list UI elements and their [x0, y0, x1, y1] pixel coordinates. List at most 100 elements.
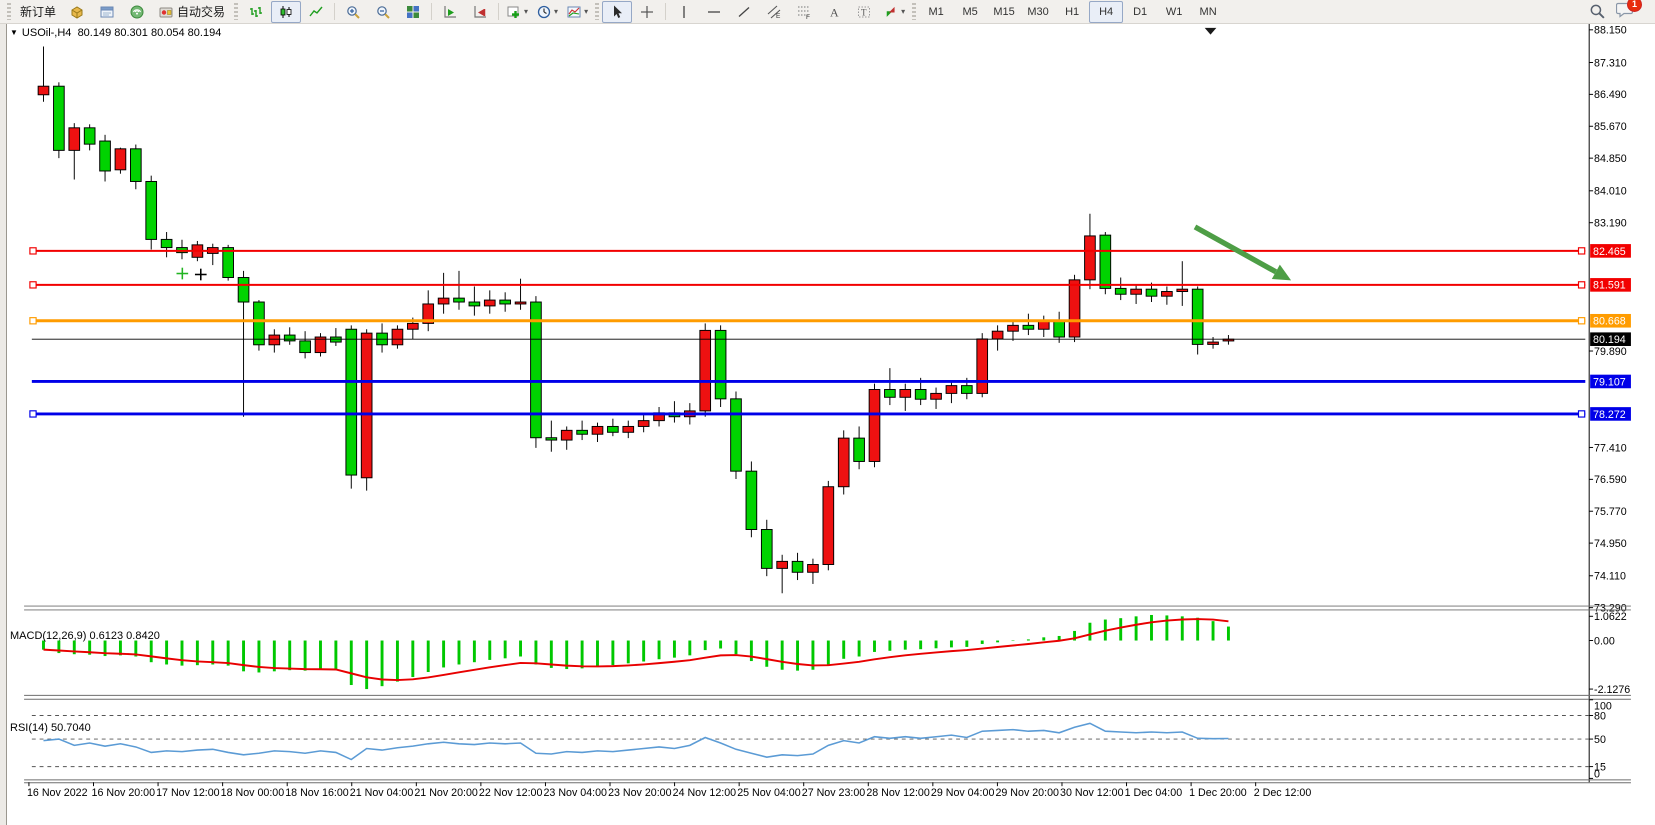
- candle: [1099, 234, 1112, 289]
- horizontal-line-79.107[interactable]: 79.107: [31, 374, 1631, 389]
- candle: [607, 425, 619, 433]
- trendline-button[interactable]: [729, 1, 759, 23]
- text-button[interactable]: A: [819, 1, 849, 23]
- horizontal-line-icon: [708, 10, 721, 13]
- candle: [37, 85, 50, 96]
- candle: [268, 334, 281, 346]
- candle: [253, 301, 265, 346]
- line-chart-button[interactable]: [301, 1, 331, 23]
- chevron-down-icon: ▾: [901, 7, 906, 16]
- macd-panel: 1.0622 0.00 -2.1276: [42, 611, 1630, 696]
- candle: [514, 301, 527, 305]
- candle: [299, 340, 311, 354]
- horizontal-line-80.668[interactable]: 80.668: [29, 313, 1631, 328]
- rsi-axis-label: 15: [1594, 761, 1606, 773]
- timeframe-button-m1[interactable]: M1: [928, 5, 944, 18]
- candle: [1053, 320, 1065, 338]
- arrows-button[interactable]: ▾: [879, 1, 909, 23]
- horizontal-line-78.272[interactable]: 78.272: [29, 407, 1631, 421]
- fibonacci-button[interactable]: F: [789, 1, 819, 23]
- candle: [776, 560, 788, 569]
- candle: [453, 297, 465, 303]
- line-drag-handle[interactable]: [1577, 247, 1586, 255]
- candlestick-button[interactable]: [271, 0, 302, 23]
- auto-scroll-button[interactable]: [435, 1, 465, 23]
- chart-shift-marker[interactable]: [1204, 27, 1217, 35]
- periods-button[interactable]: ▾: [532, 1, 562, 23]
- price-chart[interactable]: 82.46581.59180.66880.19479.10778.27288.1…: [0, 24, 1655, 825]
- toolbar-right: 1: [1589, 0, 1651, 23]
- autotrading-button[interactable]: 自动交易: [152, 1, 231, 23]
- horizontal-line-81.591[interactable]: 81.591: [29, 278, 1631, 292]
- timeframe-button-d1[interactable]: D1: [1133, 5, 1148, 18]
- search-icon[interactable]: [1589, 3, 1606, 20]
- horizontal-line-button[interactable]: [699, 1, 729, 23]
- candle: [222, 247, 234, 279]
- templates-button[interactable]: ▾: [562, 1, 592, 23]
- toolbar-grip[interactable]: [595, 3, 600, 20]
- toolbar-grip[interactable]: [7, 3, 11, 20]
- zoom-out-button[interactable]: [368, 1, 398, 23]
- time-axis[interactable]: 16 Nov 2022 16 Nov 20:00 17 Nov 12:00 18 No…: [27, 782, 1311, 799]
- time-axis-label: 23 Nov 20:00: [608, 787, 672, 799]
- crosshair-button[interactable]: [632, 1, 662, 23]
- candle: [714, 329, 727, 400]
- candle: [807, 564, 819, 573]
- price-line-label: 80.194: [1593, 334, 1626, 346]
- vertical-line-button[interactable]: [669, 1, 699, 23]
- trade-marker-cross[interactable]: [194, 268, 207, 281]
- new-order-button[interactable]: 新订单: [20, 5, 57, 19]
- cursor-button[interactable]: [602, 0, 633, 23]
- one-click-trading-toggle[interactable]: ▼: [10, 28, 18, 37]
- rsi-axis-label: 50: [1594, 734, 1606, 746]
- add-indicator-button[interactable]: ▾: [502, 1, 532, 23]
- toolbar-grip[interactable]: [912, 3, 917, 20]
- chart-window: 82.465 81.591 80.668 80.194 79.107 78.272 88.1…: [0, 24, 1655, 825]
- price-axis-label: 83.190: [1594, 218, 1627, 230]
- candle: [1068, 279, 1081, 338]
- time-axis-label: 21 Nov 20:00: [414, 787, 478, 799]
- annotation-arrow[interactable]: [1193, 224, 1292, 281]
- text-label-button[interactable]: T: [849, 1, 879, 23]
- timeframe-button-m30[interactable]: M30: [1027, 5, 1049, 18]
- terminal-window-button[interactable]: [92, 1, 122, 23]
- line-drag-handle[interactable]: [1577, 281, 1586, 289]
- chat-button[interactable]: 1: [1615, 0, 1642, 23]
- tile-windows-button[interactable]: [398, 1, 428, 23]
- toolbar-grip[interactable]: [234, 3, 239, 20]
- candle: [560, 429, 573, 441]
- bar-chart-button[interactable]: [241, 1, 271, 23]
- trade-marker-cross[interactable]: [176, 267, 189, 280]
- timeframe-button-w1[interactable]: W1: [1165, 5, 1183, 18]
- zoom-in-button[interactable]: [338, 1, 368, 23]
- line-drag-handle[interactable]: [29, 410, 37, 418]
- price-line-label: 80.668: [1593, 316, 1626, 328]
- time-axis-label: 18 Nov 16:00: [285, 787, 349, 799]
- candle: [1161, 291, 1173, 297]
- chart-shift-button[interactable]: [465, 1, 495, 23]
- candle: [437, 297, 450, 305]
- equidistant-channel-button[interactable]: E: [759, 1, 789, 23]
- horizontal-line-80.194[interactable]: 80.194: [31, 332, 1631, 346]
- chart-box-button[interactable]: [62, 1, 92, 23]
- notification-badge[interactable]: 1: [1627, 0, 1642, 12]
- timeframe-button-h1[interactable]: H1: [1065, 5, 1080, 18]
- timeframe-button-m15[interactable]: M15: [993, 5, 1015, 18]
- svg-text:T: T: [861, 7, 867, 17]
- signal-button[interactable]: [122, 1, 152, 23]
- horizontal-line-82.465[interactable]: 82.465: [29, 244, 1631, 258]
- line-drag-handle[interactable]: [29, 317, 37, 325]
- line-drag-handle[interactable]: [29, 281, 37, 289]
- toolbar-separator: [334, 3, 336, 20]
- price-axis-label: 79.890: [1594, 346, 1627, 358]
- timeframe-button-mn[interactable]: MN: [1199, 5, 1217, 18]
- candle: [745, 470, 758, 530]
- timeframe-button-m5[interactable]: M5: [962, 5, 978, 18]
- candle: [53, 85, 65, 151]
- line-drag-handle[interactable]: [1577, 410, 1586, 418]
- candle: [960, 385, 973, 394]
- line-drag-handle[interactable]: [29, 247, 37, 255]
- timeframe-button-h4[interactable]: H4: [1089, 0, 1124, 23]
- line-drag-handle[interactable]: [1577, 317, 1586, 325]
- equidistant-channel-icon: E: [767, 5, 781, 20]
